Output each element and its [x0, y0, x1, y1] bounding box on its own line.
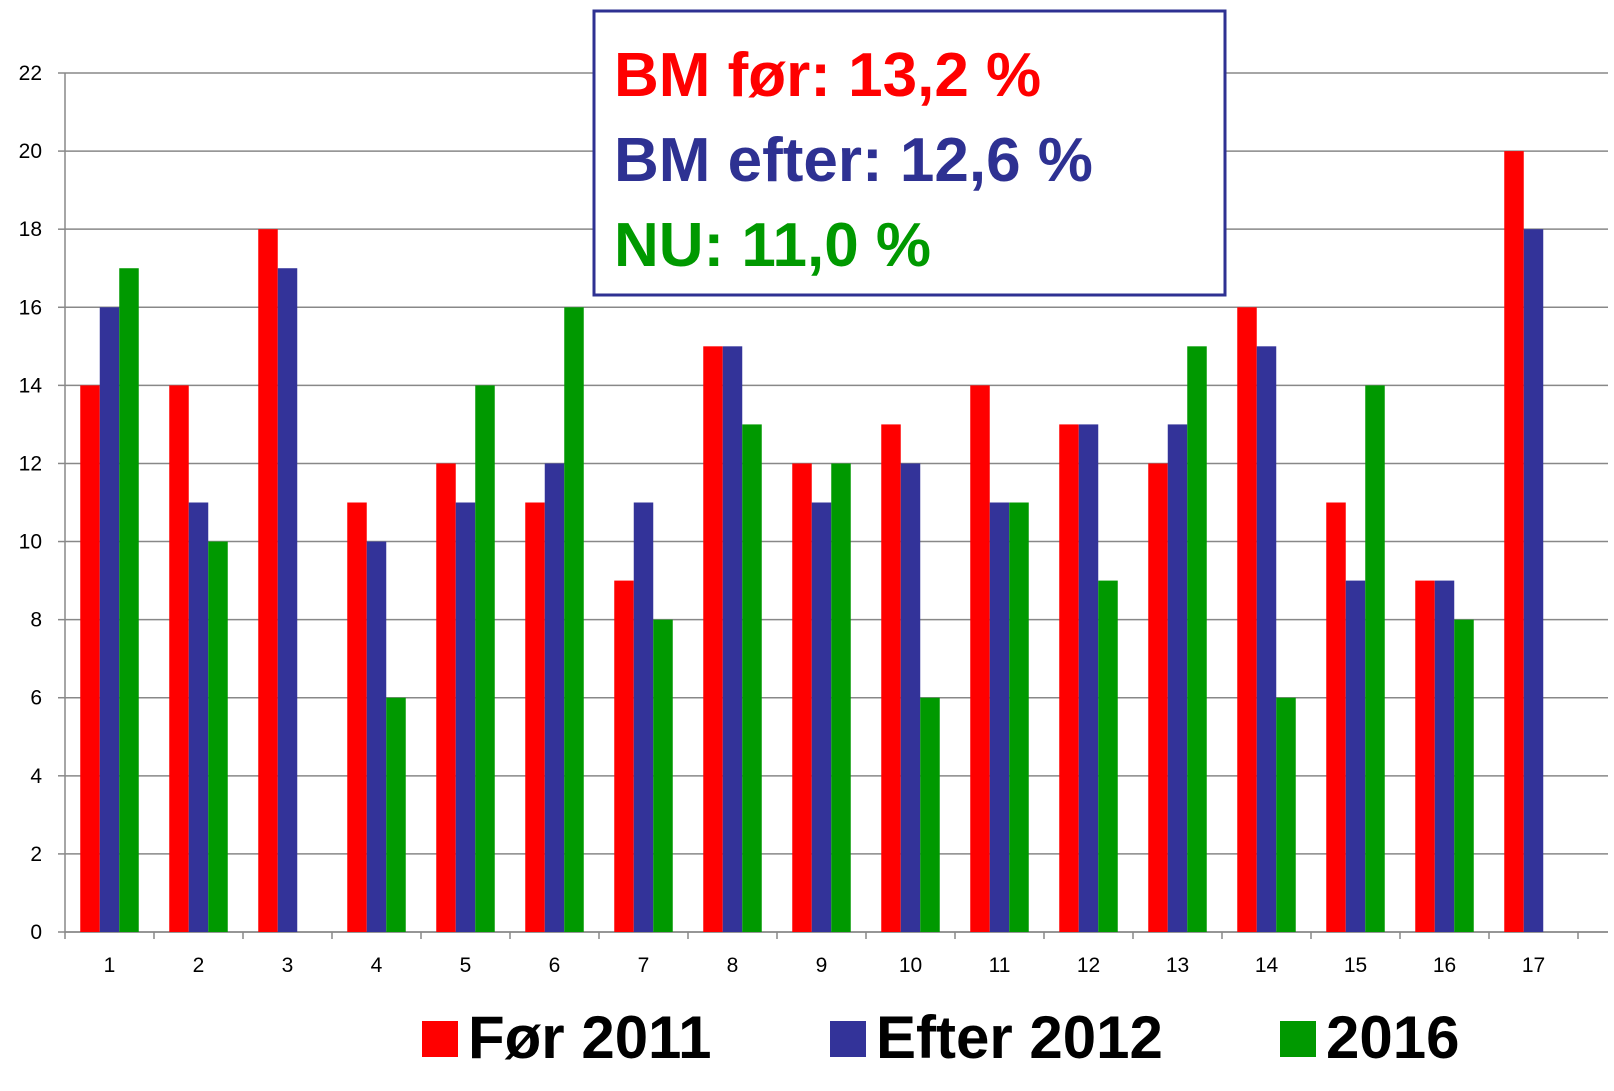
- x-tick-label: 7: [638, 954, 650, 977]
- legend-label: Efter 2012: [876, 1004, 1163, 1071]
- x-tick-label: 11: [989, 954, 1011, 977]
- x-tick-label: 13: [1166, 954, 1189, 977]
- bar: [1454, 619, 1474, 932]
- bar: [475, 385, 495, 932]
- bar: [277, 268, 298, 932]
- x-tick-label: 9: [816, 954, 828, 977]
- annotation: NU: 11,0 %: [614, 211, 931, 280]
- bar: [1504, 151, 1524, 932]
- bar: [970, 385, 990, 932]
- bar: [544, 463, 565, 932]
- x-tick-label: 12: [1077, 954, 1100, 977]
- bar: [722, 346, 743, 932]
- bar: [99, 307, 120, 933]
- x-tick-label: 2: [193, 954, 205, 977]
- x-tick-label: 1: [104, 954, 116, 977]
- legend-label: Før 2011: [468, 1004, 712, 1071]
- x-tick-label: 3: [282, 954, 294, 977]
- y-tick-label: 12: [19, 452, 42, 475]
- bar: [1167, 424, 1188, 932]
- bar: [989, 502, 1010, 932]
- bar: [1365, 385, 1385, 932]
- bar: [1415, 580, 1435, 932]
- bar: [188, 502, 209, 932]
- x-tick-label: 14: [1255, 954, 1279, 977]
- bar: [386, 697, 406, 932]
- x-tick-label: 17: [1522, 954, 1545, 977]
- bar: [564, 307, 584, 933]
- bar: [455, 502, 476, 932]
- bar: [920, 697, 940, 932]
- bar: [347, 502, 367, 932]
- y-tick-label: 14: [19, 374, 43, 397]
- x-tick-label: 6: [549, 954, 561, 977]
- bar: [80, 385, 100, 932]
- bar: [1345, 580, 1366, 932]
- bar: [1078, 424, 1099, 932]
- bar: [900, 463, 921, 932]
- bar: [119, 268, 139, 932]
- y-tick-label: 10: [19, 531, 42, 554]
- bar: [831, 463, 851, 932]
- bar: [525, 502, 545, 932]
- annotation: BM før: 13,2 %: [614, 41, 1041, 110]
- bar: [811, 502, 832, 932]
- x-tick-label: 5: [460, 954, 472, 977]
- bar: [653, 619, 673, 932]
- bar: [169, 385, 189, 932]
- legend-swatch: [830, 1021, 866, 1057]
- bar: [881, 424, 901, 932]
- bar: [614, 580, 634, 932]
- bar: [1256, 346, 1277, 932]
- bar: [208, 541, 228, 932]
- bar: [1009, 502, 1029, 932]
- y-tick-label: 16: [19, 296, 42, 319]
- bar: [792, 463, 812, 932]
- x-tick-label: 8: [727, 954, 739, 977]
- bar: [1523, 229, 1544, 932]
- x-tick-label: 10: [899, 954, 922, 977]
- y-tick-label: 20: [19, 140, 42, 163]
- bar: [366, 541, 387, 932]
- legend-swatch: [1280, 1021, 1316, 1057]
- bar: [703, 346, 723, 932]
- bar: [1187, 346, 1207, 932]
- bar: [1276, 697, 1296, 932]
- x-tick-label: 15: [1344, 954, 1367, 977]
- bar: [1059, 424, 1079, 932]
- bar: [633, 502, 654, 932]
- x-tick-label: 16: [1433, 954, 1456, 977]
- annotation: BM efter: 12,6 %: [614, 126, 1093, 195]
- bar: [258, 229, 278, 932]
- legend-swatch: [422, 1021, 458, 1057]
- annotation-box: [592, 9, 1227, 297]
- y-tick-label: 6: [30, 687, 42, 710]
- bar: [1237, 307, 1257, 933]
- bar: [436, 463, 456, 932]
- x-tick-label: 4: [371, 954, 383, 977]
- y-tick-label: 0: [30, 921, 42, 944]
- y-tick-label: 2: [30, 843, 42, 866]
- legend-label: 2016: [1326, 1004, 1459, 1071]
- bar: [742, 424, 762, 932]
- bar: [1148, 463, 1168, 932]
- bar: [1434, 580, 1455, 932]
- y-tick-label: 18: [19, 218, 42, 241]
- bar: [1098, 580, 1118, 932]
- y-tick-label: 8: [30, 609, 42, 632]
- bar: [1326, 502, 1346, 932]
- y-tick-label: 22: [19, 62, 42, 85]
- y-tick-label: 4: [30, 765, 42, 788]
